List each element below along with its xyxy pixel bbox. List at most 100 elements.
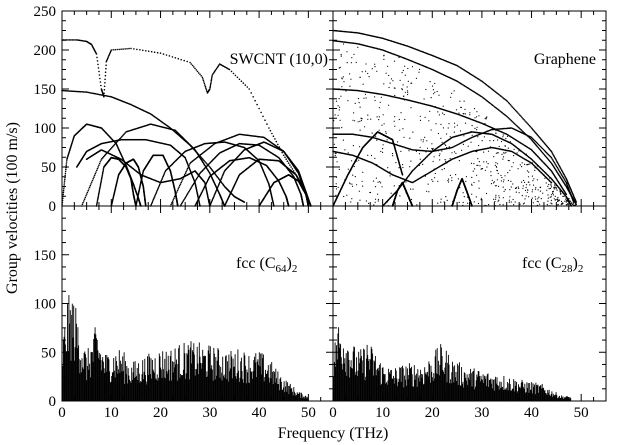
data-point (122, 48, 124, 50)
data-point (71, 39, 74, 41)
data-point (186, 193, 189, 195)
data-point (96, 56, 98, 59)
data-point (65, 161, 68, 163)
data-point (106, 58, 109, 61)
data-point (185, 170, 187, 173)
data-point (100, 159, 102, 161)
data-point (74, 90, 77, 93)
data-point (62, 191, 65, 194)
data-point (83, 198, 86, 200)
data-point (64, 178, 66, 180)
data-point (183, 198, 186, 200)
data-point (209, 86, 211, 89)
data-point (242, 82, 245, 84)
data-point (273, 205, 275, 207)
data-point (205, 87, 207, 89)
data-point (264, 119, 266, 121)
data-point (101, 176, 103, 179)
data-point (290, 166, 292, 168)
data-point (186, 60, 188, 63)
data-point (268, 127, 270, 129)
data-point (179, 205, 182, 207)
data-point (188, 190, 190, 193)
data-point (215, 67, 218, 70)
data-point (176, 191, 178, 193)
data-point (163, 173, 165, 175)
data-point (126, 48, 128, 50)
data-point (218, 64, 220, 66)
data-point (282, 154, 285, 157)
data-point (104, 74, 107, 77)
data-point (174, 57, 177, 59)
data-point (204, 85, 207, 88)
data-point (63, 182, 66, 184)
data-point (158, 184, 161, 187)
data-point (99, 185, 102, 187)
data-point (154, 193, 157, 196)
data-point (210, 82, 212, 85)
data-point (527, 123, 530, 126)
data-point (287, 205, 290, 207)
data-point (210, 79, 213, 82)
data-point (152, 200, 154, 202)
data-point (98, 189, 101, 191)
data-point (85, 193, 88, 195)
data-point (93, 176, 95, 178)
data-point (96, 199, 99, 201)
data-point (69, 90, 71, 92)
data-point (99, 77, 101, 80)
data-point (95, 205, 98, 207)
data-point (187, 166, 190, 168)
data-point (205, 89, 208, 91)
data-points (61, 29, 577, 401)
data-point (246, 86, 249, 88)
data-point (155, 191, 158, 193)
data-point (99, 186, 101, 189)
data-point (102, 170, 104, 173)
data-point (183, 174, 186, 176)
data-point (133, 48, 135, 50)
data-point (65, 163, 68, 165)
data-point (181, 201, 184, 204)
data-point (188, 164, 190, 167)
data-point (182, 200, 184, 202)
data-point (178, 186, 180, 189)
data-point (258, 107, 260, 110)
data-point (252, 96, 254, 98)
data-point (178, 184, 181, 187)
data-point (102, 171, 104, 174)
branch-0-3 (80, 123, 226, 207)
data-point (82, 201, 84, 204)
data-point (108, 95, 110, 98)
data-point (83, 91, 86, 93)
data-point (243, 201, 246, 203)
data-point (256, 103, 258, 106)
data-point (185, 194, 188, 197)
data-point (98, 70, 100, 73)
data-point (401, 174, 404, 176)
data-point (188, 189, 191, 192)
data-point (199, 73, 201, 76)
data-point (193, 181, 196, 183)
data-point (155, 192, 157, 194)
data-point (195, 177, 198, 180)
data-point (234, 74, 237, 77)
branch-0-2 (61, 123, 142, 207)
data-point (100, 84, 102, 87)
data-point (84, 196, 87, 199)
data-point (179, 183, 182, 185)
data-point (80, 91, 82, 93)
branch-0-8 (149, 141, 275, 207)
data-point (285, 158, 288, 160)
data-point (203, 82, 206, 85)
data-point (104, 78, 106, 81)
data-point (272, 135, 275, 137)
data-point (74, 39, 77, 41)
data-point (240, 80, 243, 82)
data-point (105, 64, 107, 66)
data-point (157, 187, 159, 189)
data-point (99, 184, 102, 186)
data-point (513, 108, 516, 111)
data-point (96, 202, 98, 205)
